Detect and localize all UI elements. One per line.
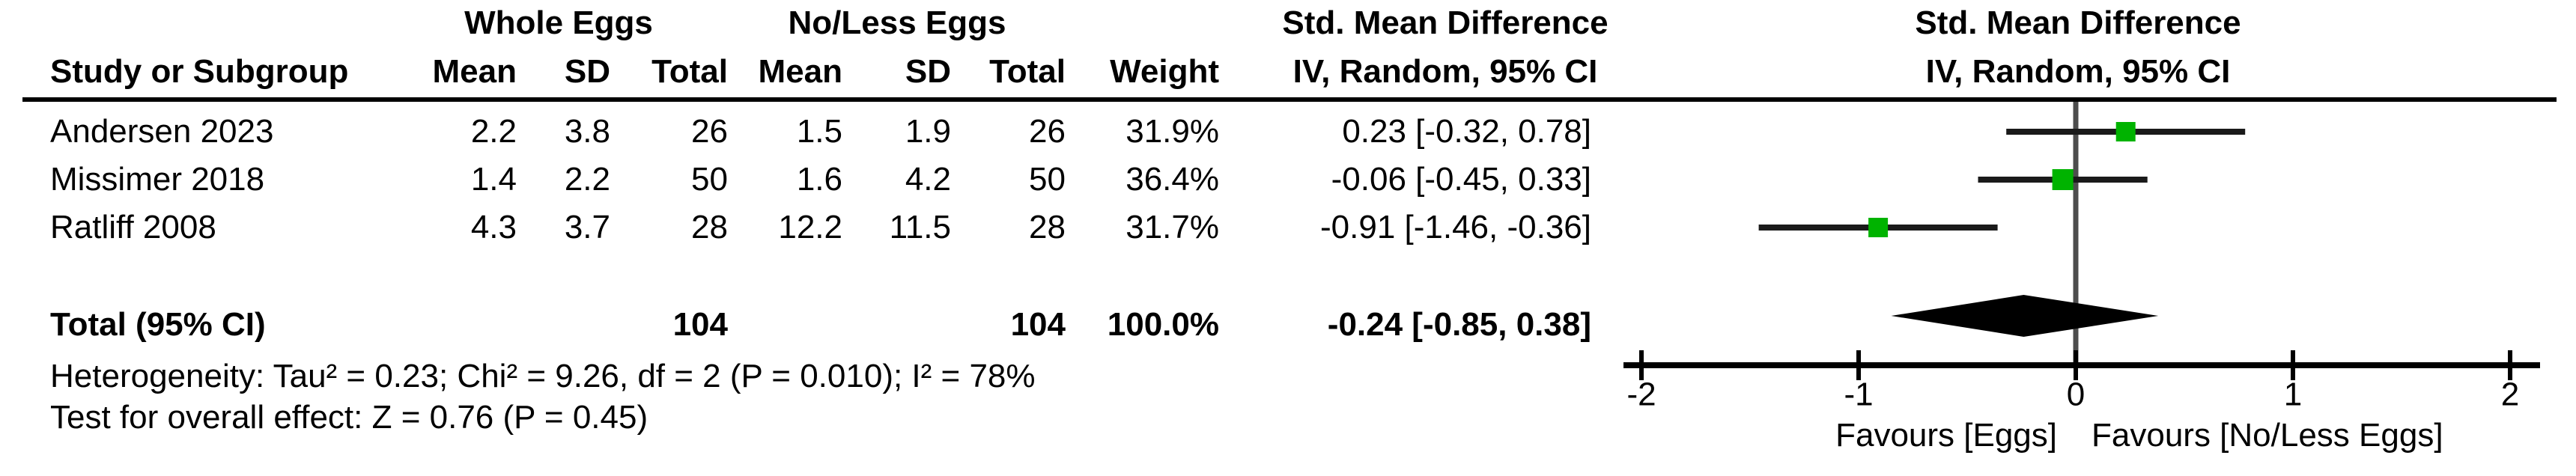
effect-column-header: Std. Mean Difference	[1282, 4, 1609, 41]
cell-total2: 26	[1029, 113, 1066, 150]
cell-mean1: 1.4	[470, 161, 517, 198]
cell-total2: 50	[1029, 161, 1066, 198]
column-header-total: Total	[651, 53, 728, 90]
cell-mean2: 1.5	[796, 113, 842, 150]
column-header-weight: Weight	[1110, 53, 1219, 90]
cell-mean1: 2.2	[470, 113, 517, 150]
cell-weight: 31.9%	[1126, 113, 1219, 150]
plot-header: Std. Mean Difference	[1915, 4, 2241, 41]
cell-sd2: 1.9	[905, 113, 951, 150]
study-name: Missimer 2018	[50, 161, 265, 198]
favours-right-label: Favours [No/Less Eggs]	[2092, 417, 2443, 454]
cell-sd1: 3.7	[564, 209, 610, 245]
total-ci: -0.24 [-0.85, 0.38]	[1327, 306, 1591, 343]
overall-effect-note: Test for overall effect: Z = 0.76 (P = 0…	[50, 399, 648, 436]
column-header-sd: SD	[905, 53, 951, 90]
cell-total1: 28	[691, 209, 728, 245]
cell-mean2: 12.2	[778, 209, 842, 245]
cell-sd1: 2.2	[564, 161, 610, 198]
favours-left-label: Favours [Eggs]	[1835, 417, 2057, 454]
cell-weight: 36.4%	[1126, 161, 1219, 198]
group-header-whole-eggs: Whole Eggs	[464, 4, 653, 41]
total-n2: 104	[1010, 306, 1066, 343]
effect-square	[2052, 169, 2074, 190]
plot-method-header: IV, Random, 95% CI	[1925, 53, 2231, 90]
cell-mean2: 1.6	[796, 161, 842, 198]
axis-tick-label: 1	[2284, 376, 2302, 413]
cell-total1: 50	[691, 161, 728, 198]
axis-tick-label: -1	[1844, 376, 1873, 413]
cell-mean1: 4.3	[470, 209, 517, 245]
group-header-no-less-eggs: No/Less Eggs	[788, 4, 1006, 41]
cell-total1: 26	[691, 113, 728, 150]
axis-tick-label: 0	[2067, 376, 2085, 413]
cell-ci: -0.06 [-0.45, 0.33]	[1331, 161, 1591, 198]
total-label: Total (95% CI)	[50, 306, 266, 343]
effect-square	[1868, 218, 1889, 237]
axis-tick-label: 2	[2501, 376, 2519, 413]
heterogeneity-note: Heterogeneity: Tau² = 0.23; Chi² = 9.26,…	[50, 358, 1036, 394]
study-name: Ratliff 2008	[50, 209, 216, 245]
cell-sd1: 3.8	[564, 113, 610, 150]
total-diamond	[1891, 295, 2159, 337]
axis-tick-label: -2	[1626, 376, 1656, 413]
cell-weight: 31.7%	[1126, 209, 1219, 245]
column-header-sd: SD	[564, 53, 610, 90]
effect-column-method: IV, Random, 95% CI	[1292, 53, 1598, 90]
total-weight: 100.0%	[1107, 306, 1219, 343]
column-header-total: Total	[989, 53, 1066, 90]
column-header-mean: Mean	[758, 53, 842, 90]
study-name: Andersen 2023	[50, 113, 274, 150]
study-column-header: Study or Subgroup	[50, 53, 349, 90]
cell-total2: 28	[1029, 209, 1066, 245]
total-n1: 104	[672, 306, 728, 343]
cell-sd2: 4.2	[905, 161, 951, 198]
cell-ci: -0.91 [-1.46, -0.36]	[1320, 209, 1591, 245]
column-header-mean: Mean	[432, 53, 517, 90]
effect-square	[2115, 122, 2136, 141]
cell-sd2: 11.5	[889, 209, 951, 245]
cell-ci: 0.23 [-0.32, 0.78]	[1342, 113, 1591, 150]
